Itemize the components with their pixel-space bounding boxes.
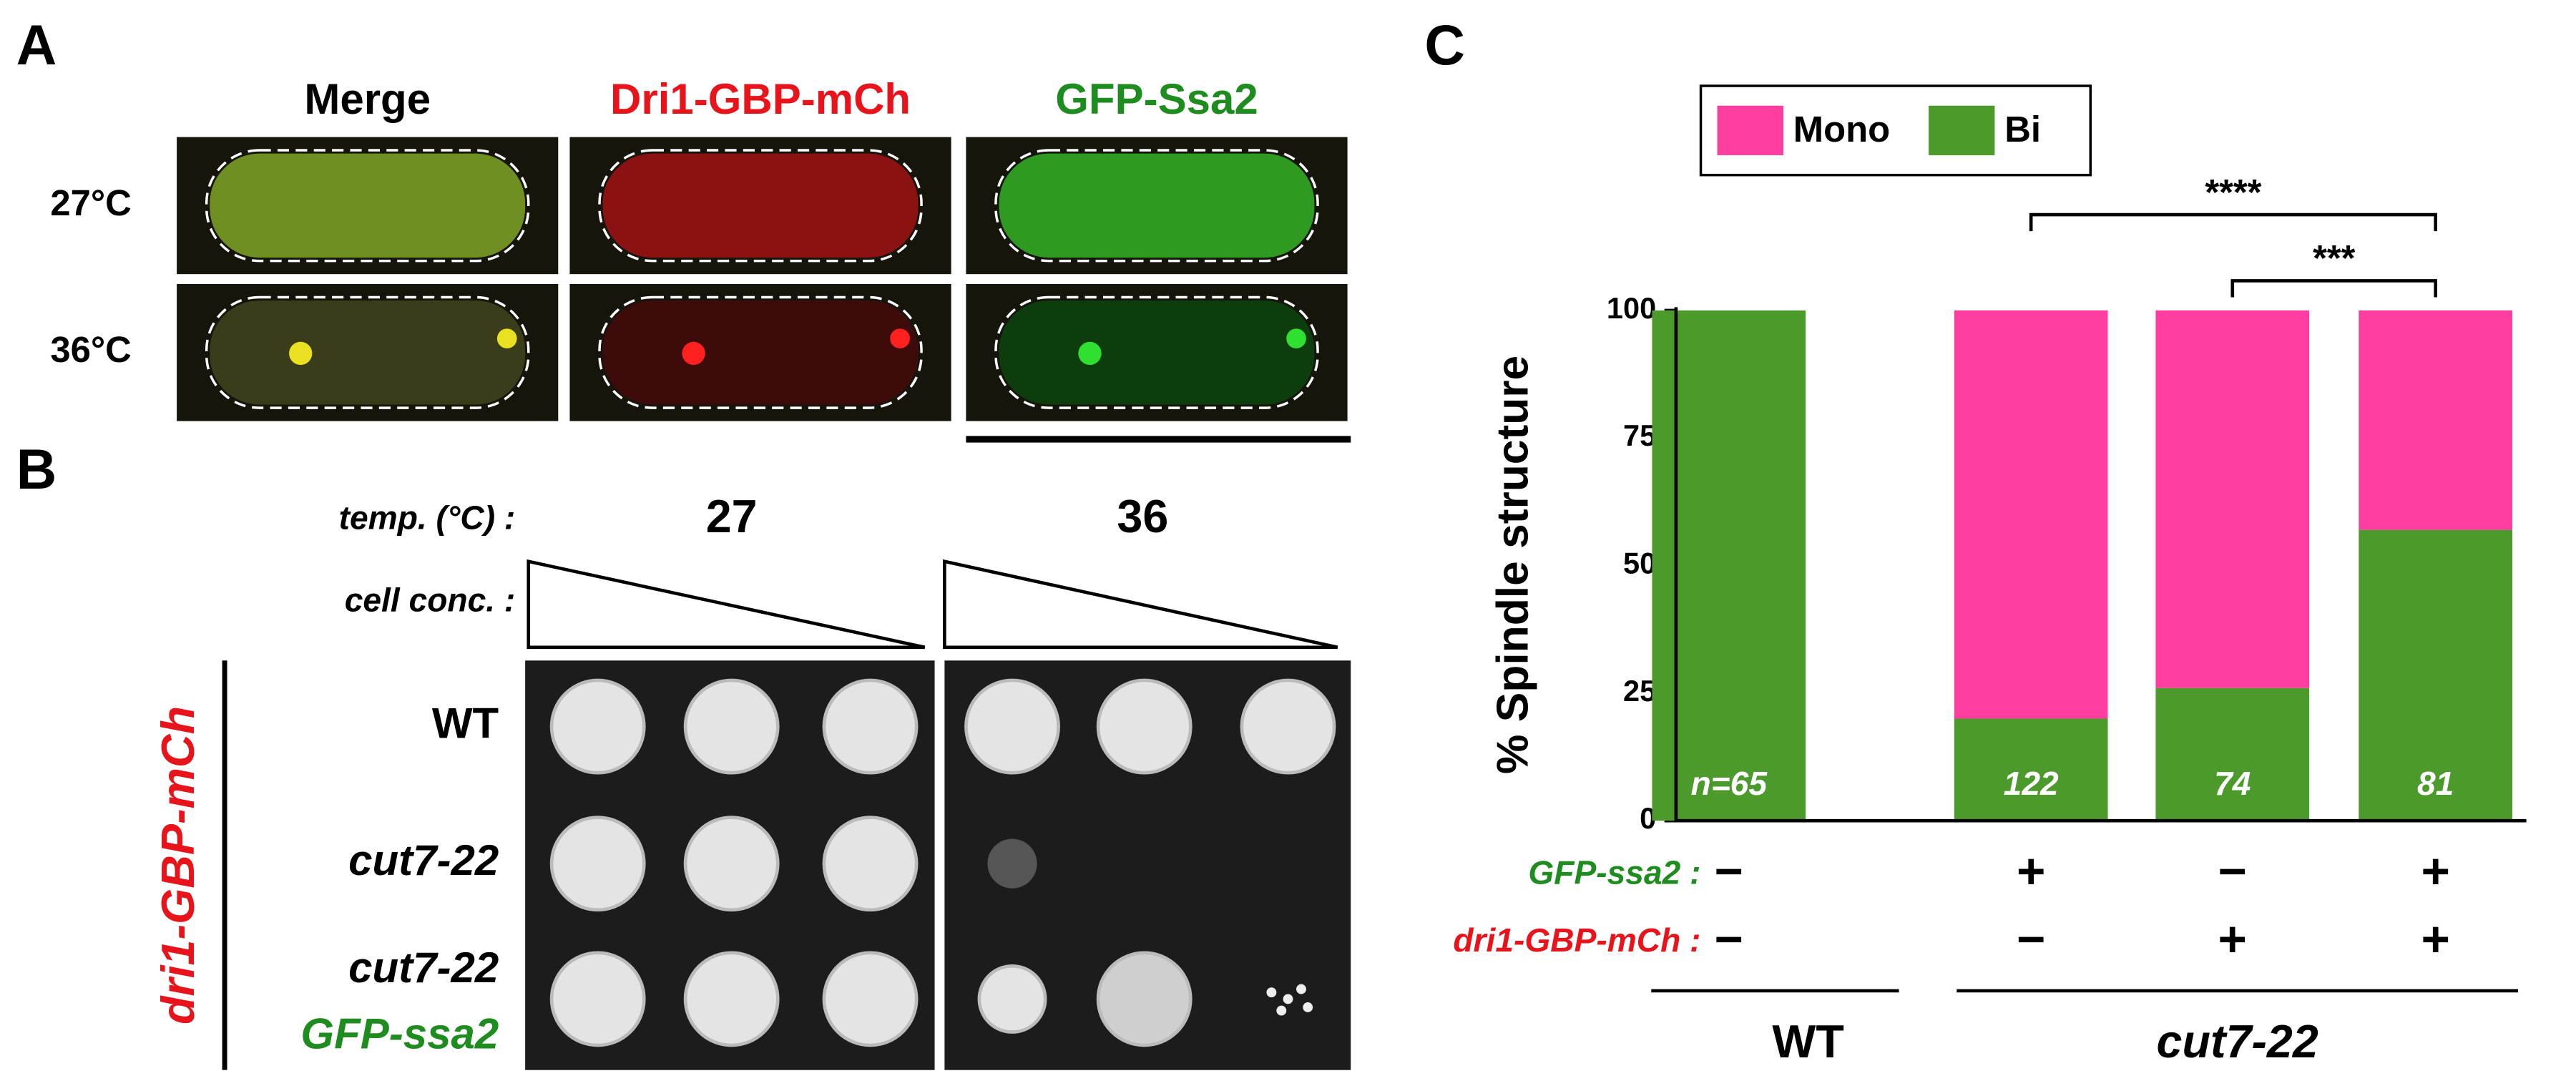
bar-segment [2359, 310, 2512, 530]
genotype-sign: − [2017, 911, 2045, 967]
dilution-triangle [943, 559, 1338, 650]
colony [683, 951, 780, 1047]
genotype-sign: + [2017, 843, 2045, 899]
bar-segment [2155, 310, 2310, 688]
cell-outline [205, 295, 530, 409]
y-tick-label: 0 [1640, 801, 1656, 835]
colony [1276, 1005, 1287, 1016]
legend-label: Mono [1793, 109, 1890, 150]
strain-plasmid: GFP-ssa2 [300, 1009, 499, 1057]
colony [964, 678, 1060, 775]
group-label: cut7-22 [2157, 1016, 2318, 1067]
colony [549, 678, 646, 775]
cell-outline [598, 149, 923, 263]
colony [822, 678, 919, 775]
legend-swatch [1929, 105, 1995, 155]
aggregate-spot [1286, 328, 1306, 349]
genotype-sign: − [2218, 843, 2247, 899]
dilution-triangle [527, 559, 926, 650]
cell-body [602, 153, 919, 258]
genotype-sign: + [2421, 911, 2449, 967]
panel-label: B [16, 438, 57, 501]
temperature: 36 [1117, 491, 1168, 542]
genotype-sign: − [1715, 911, 1743, 967]
aggregate-spot [1078, 341, 1102, 366]
colony [683, 816, 780, 912]
colony [1096, 678, 1192, 775]
colony [822, 816, 919, 912]
channel-title: Merge [304, 75, 431, 123]
colony [1240, 678, 1336, 775]
cell-outline [994, 295, 1319, 409]
channel-title: GFP-Ssa2 [1055, 75, 1258, 123]
significance-label: *** [2313, 238, 2356, 278]
legend-swatch [1717, 105, 1783, 155]
genotype-sign: + [2218, 911, 2247, 967]
aggregate-spot [496, 328, 517, 349]
colony [549, 816, 646, 912]
colony [1266, 987, 1277, 998]
aggregate-spot [890, 328, 910, 349]
panel-label: C [1424, 14, 1465, 77]
y-tick-label: 25 [1623, 674, 1656, 708]
cell-outline [598, 295, 923, 409]
aggregate-spot [682, 341, 705, 366]
y-axis-label: % Spindle structure [1488, 356, 1537, 774]
y-tick-label: 50 [1623, 547, 1656, 580]
group-label: WT [1772, 1016, 1843, 1067]
strain-name: WT [432, 699, 499, 747]
colony [822, 951, 919, 1047]
panel-label: A [16, 14, 57, 77]
legend-label: Bi [2004, 109, 2041, 150]
temperature: 27 [706, 491, 758, 542]
significance-label: **** [2205, 172, 2261, 212]
bar-annotation: 74 [2214, 765, 2251, 802]
side-label: dri1-GBP-mCh [152, 706, 204, 1024]
cell-outline [994, 149, 1319, 263]
genotype-sign: + [2421, 843, 2449, 899]
genotype-label: dri1-GBP-mCh : [1453, 921, 1700, 959]
cell-body [999, 300, 1315, 405]
temp-label: temp. (°C) : [339, 499, 516, 536]
y-tick-label: 75 [1623, 419, 1656, 452]
y-tick-label: 100 [1607, 291, 1656, 325]
genotype-sign: − [1715, 843, 1743, 899]
genotype-label: GFP-ssa2 : [1528, 854, 1700, 891]
bar-segment [2359, 529, 2512, 821]
cell-body [999, 153, 1315, 258]
colony [1296, 984, 1306, 994]
aggregate-spot [289, 341, 313, 366]
cell-outline [205, 149, 530, 263]
bar-segment [1954, 310, 2108, 719]
cell-body [602, 300, 919, 405]
bar-annotation: 122 [2004, 765, 2059, 802]
row-label: 27°C [50, 182, 131, 223]
cell-body [210, 300, 526, 405]
colony [549, 951, 646, 1047]
colony [977, 964, 1047, 1034]
colony [1283, 994, 1293, 1004]
colony [1303, 1002, 1313, 1012]
significance-bracket [2230, 279, 2437, 298]
strain-name: cut7-22 [348, 944, 499, 992]
bar-segment [1954, 718, 2108, 821]
bar-segment [2155, 688, 2310, 821]
channel-title: Dri1-GBP-mCh [610, 75, 911, 123]
colony [683, 678, 780, 775]
significance-bracket [2029, 212, 2437, 232]
colony [987, 838, 1037, 889]
bar-annotation: n=65 [1691, 765, 1768, 802]
colony [1096, 951, 1192, 1047]
bar-annotation: 81 [2417, 765, 2454, 802]
row-label: 36°C [50, 329, 131, 370]
strain-name: cut7-22 [348, 836, 499, 884]
conc-label: cell conc. : [345, 582, 516, 619]
cell-body [210, 153, 526, 258]
